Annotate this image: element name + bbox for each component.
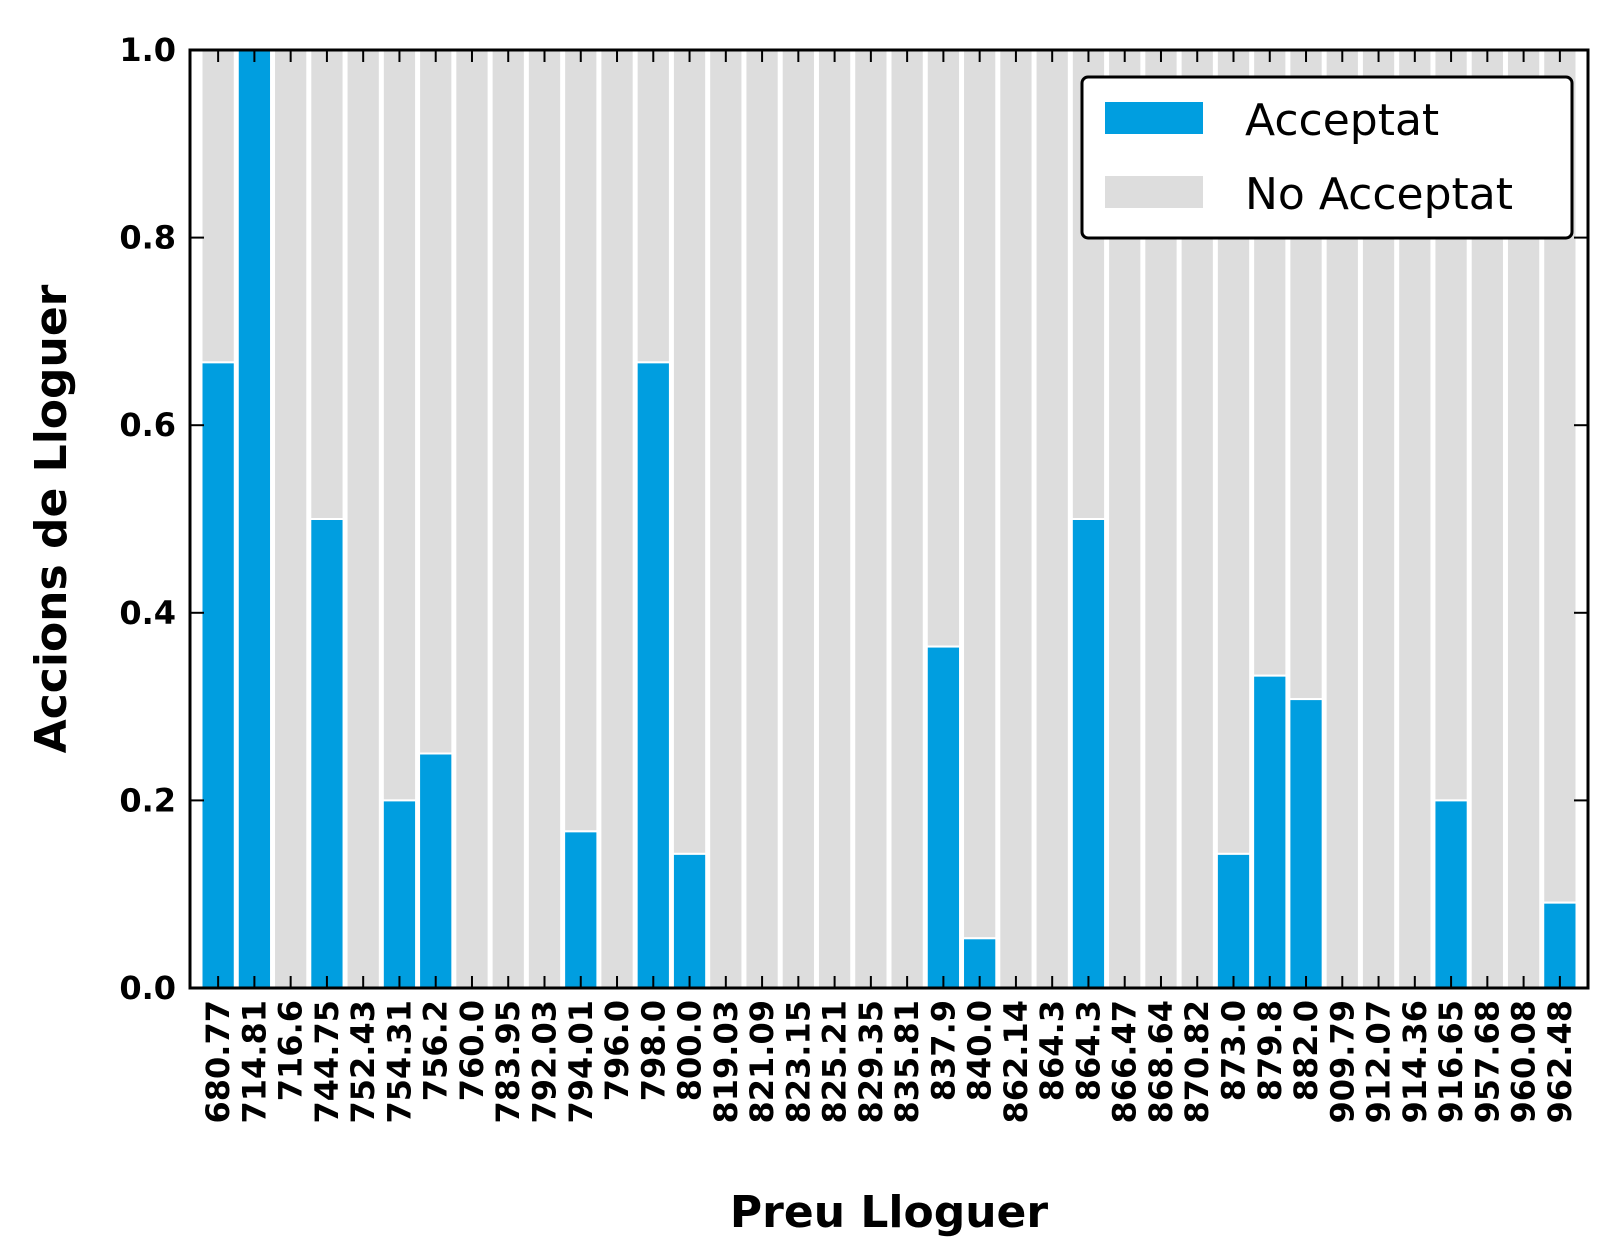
x-tick-label: 754.31 <box>380 1000 418 1123</box>
x-tick-label: 792.03 <box>526 1000 564 1123</box>
bar-no-acceptat <box>962 49 998 940</box>
x-tick-label: 744.75 <box>308 1000 346 1123</box>
bar-no-acceptat <box>490 49 526 989</box>
x-tick-label: 912.07 <box>1360 1000 1398 1123</box>
bars-group <box>200 49 1578 990</box>
bar-acceptat <box>381 799 418 990</box>
bar-no-acceptat <box>853 49 889 989</box>
y-tick-label: 0.8 <box>119 219 176 257</box>
bar-no-acceptat <box>273 49 309 989</box>
bar-acceptat <box>1288 698 1324 989</box>
bar-no-acceptat <box>309 49 345 520</box>
bar-no-acceptat <box>418 49 454 755</box>
y-tick-label: 0.0 <box>119 969 176 1007</box>
x-tick-label: 835.81 <box>888 1000 926 1123</box>
bar-no-acceptat <box>998 49 1034 989</box>
x-tick-label: 960.08 <box>1505 1000 1543 1123</box>
bar-acceptat <box>1433 799 1469 990</box>
x-tick-label: 837.9 <box>924 1000 962 1101</box>
bar-no-acceptat <box>345 49 381 989</box>
x-tick-label: 716.6 <box>272 1000 310 1101</box>
bar-acceptat <box>1542 901 1578 990</box>
x-tick-label: 760.0 <box>453 1000 491 1101</box>
bar-no-acceptat <box>780 49 816 989</box>
x-tick-label: 714.81 <box>235 1000 273 1123</box>
bar-no-acceptat <box>599 49 635 989</box>
bar-acceptat <box>1252 674 1288 989</box>
bar-no-acceptat <box>889 49 925 989</box>
x-tick-label: 862.14 <box>997 1000 1035 1123</box>
x-tick-label: 823.15 <box>779 1000 817 1123</box>
bar-acceptat <box>1215 852 1252 990</box>
x-tick-label: 825.21 <box>816 1000 854 1123</box>
bar-no-acceptat <box>671 49 708 855</box>
bar-acceptat <box>671 852 708 990</box>
bar-acceptat <box>563 830 599 989</box>
x-tick-label: 821.09 <box>743 1000 781 1123</box>
x-tick-label: 916.65 <box>1432 1000 1470 1123</box>
x-tick-label: 864.3 <box>1069 1000 1107 1101</box>
bar-acceptat <box>418 752 454 989</box>
bar-no-acceptat <box>1034 49 1070 989</box>
x-tick-label: 868.64 <box>1142 1000 1180 1123</box>
x-tick-label: 796.0 <box>598 1000 636 1101</box>
bar-no-acceptat <box>635 49 671 364</box>
x-tick-label: 794.01 <box>562 1000 600 1123</box>
x-tick-label: 873.0 <box>1215 1000 1253 1101</box>
x-tick-label: 909.79 <box>1323 1000 1361 1123</box>
legend-swatch-acceptat <box>1105 102 1203 134</box>
x-tick-label: 819.03 <box>707 1000 745 1123</box>
bar-acceptat <box>1070 518 1107 989</box>
x-tick-label: 866.47 <box>1106 1000 1144 1123</box>
x-tick-label: 957.68 <box>1468 1000 1506 1123</box>
bar-no-acceptat <box>816 49 853 989</box>
x-tick-label: 870.82 <box>1178 1000 1216 1123</box>
y-tick-label: 0.6 <box>119 406 176 444</box>
plot-frame <box>188 48 1590 990</box>
x-tick-label: 829.35 <box>852 1000 890 1123</box>
x-tick-label: 756.2 <box>417 1000 455 1101</box>
bar-acceptat <box>200 361 236 989</box>
bar-acceptat <box>309 518 345 989</box>
x-tick-label: 914.36 <box>1396 1000 1434 1123</box>
bar-acceptat <box>635 361 671 989</box>
y-tick-label: 1.0 <box>119 31 176 69</box>
bar-no-acceptat <box>381 49 418 802</box>
bar-no-acceptat <box>454 49 490 989</box>
bar-no-acceptat <box>708 49 744 989</box>
legend-swatch-no-acceptat <box>1105 176 1203 208</box>
x-axis: 680.77714.81716.6744.75752.43754.31756.2… <box>199 50 1579 1123</box>
legend: Acceptat No Acceptat <box>1080 75 1574 240</box>
bar-no-acceptat <box>563 49 599 833</box>
bar-acceptat <box>236 49 273 989</box>
bar-no-acceptat <box>925 49 962 648</box>
bar-no-acceptat <box>744 49 780 989</box>
x-tick-label: 879.8 <box>1251 1000 1289 1101</box>
x-tick-label: 882.0 <box>1287 1000 1325 1101</box>
y-tick-label: 0.2 <box>119 781 176 819</box>
y-tick-label: 0.4 <box>119 594 176 632</box>
x-tick-label: 840.0 <box>961 1000 999 1101</box>
x-tick-label: 680.77 <box>199 1000 237 1123</box>
bar-no-acceptat <box>526 49 563 989</box>
bar-no-acceptat <box>200 49 236 364</box>
x-tick-label: 798.0 <box>634 1000 672 1101</box>
y-axis: 0.0 0.2 0.4 0.6 0.8 1.0 <box>119 31 1588 1007</box>
x-tick-label: 800.0 <box>671 1000 709 1101</box>
legend-label-acceptat: Acceptat <box>1245 95 1439 146</box>
x-tick-label: 752.43 <box>344 1000 382 1123</box>
legend-frame <box>1080 75 1574 240</box>
bar-acceptat <box>925 645 962 989</box>
legend-label-no-acceptat: No Acceptat <box>1245 169 1513 220</box>
x-tick-label: 962.48 <box>1541 1000 1579 1123</box>
x-tick-label: 783.95 <box>489 1000 527 1123</box>
x-tick-label: 864.3 <box>1033 1000 1071 1101</box>
x-axis-title: Preu Lloguer <box>730 1187 1048 1238</box>
y-axis-title: Accions de Lloguer <box>26 284 77 753</box>
